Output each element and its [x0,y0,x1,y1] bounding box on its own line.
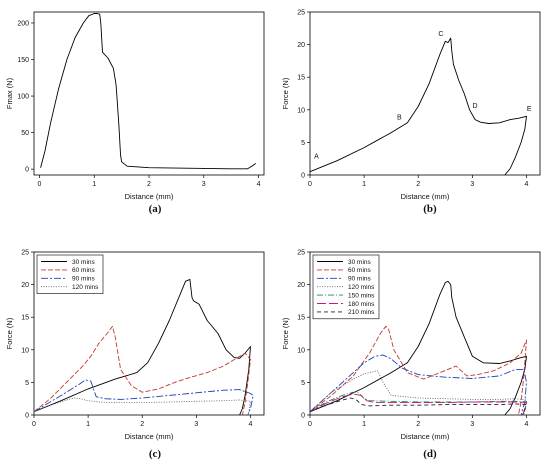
y-tick-label: 15 [21,315,29,322]
series-line-30-mins [309,280,527,416]
x-tick-label: 0 [308,421,312,428]
y-tick-label: 150 [17,57,29,64]
y-tick-label: 5 [301,380,305,387]
series-line-60-mins [309,325,527,416]
legend-entry: 90 mins [348,276,372,283]
x-tick-label: 1 [362,181,366,188]
x-tick-label: 3 [470,181,474,188]
x-tick-label: 1 [86,421,90,428]
y-axis-label: Fmax (N) [5,77,14,109]
series-line-120-mins [309,370,527,416]
series-line-60-mins [33,325,251,416]
x-axis-label: Distance (mm) [125,192,174,201]
series-line-210-mins [309,397,527,416]
legend-box [312,254,380,320]
point-annotation: D [473,103,478,110]
x-tick-label: 0 [32,421,36,428]
y-tick-label: 25 [297,250,305,257]
x-tick-label: 2 [140,421,144,428]
plot-frame [309,11,541,176]
series-line-180-mins [309,393,527,416]
legend-entry: 90 mins [72,276,96,283]
x-tick-label: 4 [525,181,529,188]
series-line-90-mins [309,354,527,416]
x-axis-label: Distance (mm) [401,192,450,201]
point-annotation: B [397,115,402,122]
series-line-90-mins [33,379,254,416]
x-tick-label: 1 [362,421,366,428]
x-tick-label: 3 [470,421,474,428]
x-axis-label: Distance (mm) [125,432,174,441]
y-tick-label: 200 [17,20,29,27]
point-annotation: C [438,31,443,38]
y-tick-label: 5 [301,140,305,147]
y-tick-label: 15 [297,75,305,82]
series-line-0 [309,37,527,176]
x-tick-label: 2 [416,181,420,188]
legend-entry: 30 mins [348,259,372,266]
x-tick-label: 4 [257,181,261,188]
panel-label: (d) [423,448,437,460]
series-line-150-mins [309,391,527,416]
y-tick-label: 10 [21,347,29,354]
y-axis-label: Force (N) [281,317,290,349]
x-tick-label: 3 [194,421,198,428]
chart-panel-0: 0 1 2 3 4 0 50 100 150 200 Distance (mm) Fmax (N) (a… [5,11,265,215]
panel-label: (b) [423,203,437,215]
y-axis-label: Force (N) [5,317,14,349]
series-line-120-mins [33,397,251,416]
y-tick-label: 20 [297,282,305,289]
y-tick-label: 25 [297,10,305,17]
legend-entry: 210 mins [348,309,375,316]
panel-label: (a) [149,203,162,215]
panel-label: (c) [149,448,162,460]
y-tick-label: 0 [301,413,305,420]
y-tick-label: 5 [25,380,29,387]
chart-panel-1: 0 1 2 3 4 0 5 10 15 20 25 Distance (mm) Force (N) (b)… [281,10,541,215]
y-tick-label: 50 [21,130,29,137]
x-tick-label: 4 [525,421,529,428]
x-tick-label: 1 [92,181,96,188]
y-tick-label: 15 [297,315,305,322]
y-tick-label: 0 [25,167,29,174]
plot-frame [33,11,265,176]
x-tick-label: 4 [249,421,253,428]
plot-frame [33,251,265,416]
y-tick-label: 100 [17,94,29,101]
x-axis-label: Distance (mm) [401,432,450,441]
chart-panel-2: 0 1 2 3 4 0 5 10 15 20 25 Distance (mm) Force (N) (c)… [5,250,265,460]
y-tick-label: 0 [25,413,29,420]
y-tick-label: 10 [297,347,305,354]
y-tick-label: 25 [21,250,29,257]
legend-entry: 120 mins [348,284,375,291]
y-axis-label: Force (N) [281,77,290,109]
legend-entry: 120 mins [72,284,99,291]
legend-entry: 60 mins [72,267,96,274]
point-annotation: E [527,106,532,113]
legend-entry: 180 mins [348,301,375,308]
y-tick-label: 0 [301,173,305,180]
plot-frame [309,251,541,416]
point-annotation: A [314,154,319,161]
y-tick-label: 20 [297,42,305,49]
y-tick-label: 20 [21,282,29,289]
x-tick-label: 3 [202,181,206,188]
y-tick-label: 10 [297,107,305,114]
legend-entry: 150 mins [348,292,375,299]
x-tick-label: 2 [416,421,420,428]
series-line-30-mins [33,278,251,416]
x-tick-label: 2 [147,181,151,188]
legend-entry: 60 mins [348,267,372,274]
legend-entry: 30 mins [72,259,96,266]
x-tick-label: 0 [308,181,312,188]
series-line-0 [40,13,257,170]
chart-panel-3: 0 1 2 3 4 0 5 10 15 20 25 Distance (mm) Force (N) (d)… [281,250,541,460]
x-tick-label: 0 [38,181,42,188]
